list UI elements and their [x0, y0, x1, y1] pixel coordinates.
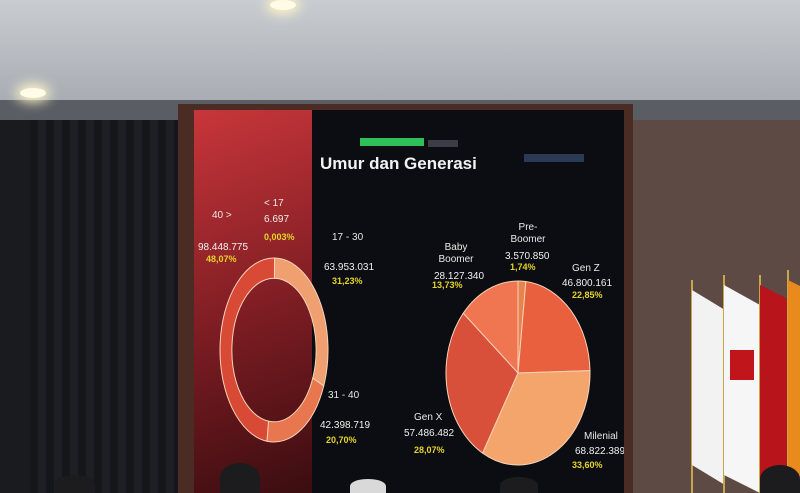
curtain — [30, 120, 180, 493]
gen-percent-babyboomer: 13,73% — [432, 280, 463, 290]
age-percent-17-30: 31,23% — [332, 276, 363, 286]
gen-percent-genx: 28,07% — [414, 445, 445, 455]
audience-head — [55, 475, 95, 493]
gen-value-milenial: 68.822.389 — [575, 446, 624, 457]
flags — [691, 270, 800, 493]
age-label-over40: 40 > — [212, 210, 232, 221]
gen-label-milenial: Milenial — [584, 431, 618, 442]
generation-pie-chart — [445, 280, 591, 466]
view-options-bar — [428, 140, 458, 147]
ceiling-light — [270, 0, 296, 10]
age-value-31-40: 42.398.719 — [320, 420, 371, 431]
age-value-under17: 6.697 — [264, 214, 290, 225]
status-bar — [360, 138, 424, 146]
age-value-over40: 98.448.775 — [198, 242, 249, 253]
age-label-17-30: 17 - 30 — [332, 232, 364, 243]
generation-pie-slice-4 — [462, 280, 519, 375]
audience-head — [760, 465, 800, 493]
audience-head — [500, 477, 538, 493]
age-percent-over40: 48,07% — [206, 254, 237, 264]
gen-value-genz: 46.800.161 — [562, 278, 613, 289]
gen-label-babyboomer: Baby Boomer — [438, 242, 474, 265]
age-label-31-40: 31 - 40 — [328, 390, 360, 401]
age-label-under17: < 17 — [264, 198, 284, 209]
ceiling-light — [20, 88, 46, 98]
gen-percent-preboomer: 1,74% — [510, 262, 536, 272]
gen-percent-genz: 22,85% — [572, 290, 603, 300]
gen-label-preboomer: Pre-Boomer — [510, 222, 546, 245]
audience-head — [220, 463, 260, 493]
age-donut-slice-3 — [219, 257, 276, 442]
age-percent-under17: 0,003% — [264, 232, 295, 242]
age-donut-chart — [219, 257, 329, 443]
generation-pie-slice-1 — [517, 280, 591, 374]
gen-value-genx: 57.486.482 — [404, 428, 455, 439]
audience-head — [350, 479, 386, 493]
generation-pie-slice-2 — [481, 370, 591, 466]
speaker-label — [524, 154, 584, 162]
generation-pie-slice-3 — [445, 312, 519, 454]
gen-value-babyboomer: 28.127.340 — [434, 271, 485, 282]
gen-percent-milenial: 33,60% — [572, 460, 603, 470]
slide-title: Umur dan Generasi — [320, 154, 477, 173]
age-value-17-30: 63.953.031 — [324, 262, 375, 273]
age-donut-slice-2 — [266, 377, 325, 443]
gen-value-preboomer: 3.570.850 — [505, 251, 550, 262]
gen-label-genz: Gen Z — [572, 263, 600, 274]
age-percent-31-40: 20,70% — [326, 435, 357, 445]
gen-label-genx: Gen X — [414, 412, 443, 423]
presentation-screen: Umur dan Generasi < 17 6.697 0,003% 17 -… — [194, 110, 624, 493]
age-donut-slice-1 — [273, 257, 329, 387]
